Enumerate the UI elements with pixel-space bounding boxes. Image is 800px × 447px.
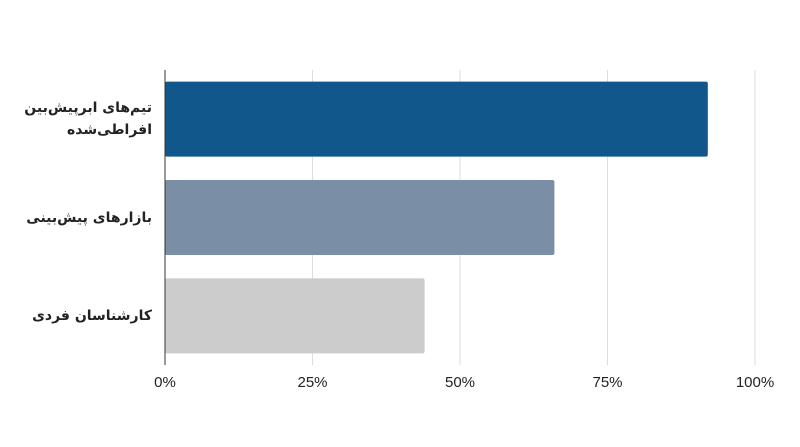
x-tick-label: 0% bbox=[154, 374, 176, 391]
y-tick-label: تیم‌های ابرپیش‌بین افراطی‌شده bbox=[24, 100, 152, 139]
y-tick-label: بازارهای پیش‌بینی bbox=[26, 209, 152, 226]
x-tick-label: 50% bbox=[445, 374, 475, 391]
bar bbox=[165, 180, 555, 255]
y-tick-label: کارشناسان فردی bbox=[32, 307, 152, 324]
x-tick-label: 100% bbox=[736, 374, 774, 391]
bar bbox=[165, 81, 708, 157]
x-tick-label: 25% bbox=[297, 374, 327, 391]
bar bbox=[165, 278, 425, 354]
x-tick-label: 75% bbox=[592, 374, 622, 391]
